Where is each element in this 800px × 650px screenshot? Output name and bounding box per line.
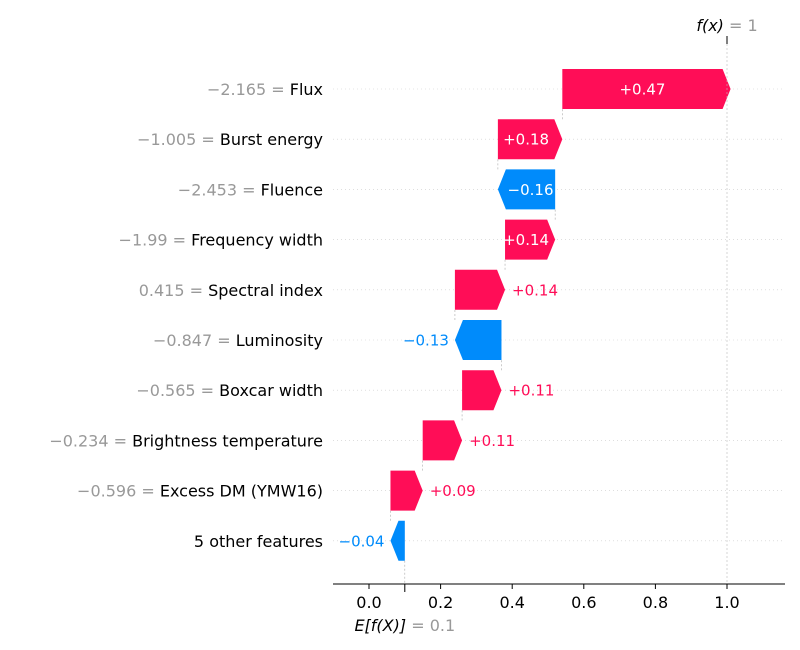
expected-value-label: E[f(X)] = 0.1	[354, 616, 455, 635]
feature-label-burst-energy: −1.005 = Burst energy	[137, 130, 323, 149]
feature-name-boxcar-width: Boxcar width	[219, 381, 323, 400]
feature-name-frequency-width: Frequency width	[191, 231, 323, 250]
bar-label-flux: +0.47	[619, 81, 665, 99]
bars	[390, 69, 731, 561]
feature-label-brightness-temperature: −0.234 = Brightness temperature	[49, 431, 323, 450]
feature-name-luminosity: Luminosity	[236, 331, 323, 350]
bar-frequency-width	[505, 219, 556, 260]
bar-excess-dm-ymw16	[390, 470, 423, 511]
feature-value-luminosity: −0.847 =	[153, 331, 236, 350]
feature-value-spectral-index: 0.415 =	[139, 281, 208, 300]
connector-lines	[390, 109, 563, 521]
bar-fluence	[497, 169, 556, 210]
feature-label-frequency-width: −1.99 = Frequency width	[119, 231, 323, 250]
final-value-symbol: f(x)	[696, 16, 729, 35]
feature-label-flux: −2.165 = Flux	[207, 80, 323, 99]
bar-label-burst-energy: +0.18	[503, 131, 549, 149]
bar-luminosity	[454, 320, 502, 360]
feature-name-flux: Flux	[290, 80, 323, 99]
expected-value-symbol: E[f(X)]	[354, 616, 411, 635]
feature-name-brightness-temperature: Brightness temperature	[132, 431, 323, 450]
bar-label-boxcar-width: +0.11	[508, 382, 554, 400]
feature-label-spectral-index: 0.415 = Spectral index	[139, 281, 323, 300]
x-tick-label-0-0: 0.0	[356, 593, 381, 612]
feature-label-excess-dm-ymw16: −0.596 = Excess DM (YMW16)	[77, 482, 323, 501]
x-axis: 0.0 0.2 0.4 0.6 0.8 1.0	[333, 583, 785, 612]
bar-label-5-other-features: −0.04	[339, 532, 385, 550]
feature-name-spectral-index: Spectral index	[208, 281, 323, 300]
final-value-label: f(x) = 1	[696, 16, 757, 35]
feature-labels: −2.165 = Flux −1.005 = Burst energy −2.453…	[49, 80, 323, 551]
bar-spectral-index	[454, 269, 506, 310]
x-tick-label-0-6: 0.6	[571, 593, 596, 612]
x-tick-label-0-8: 0.8	[643, 593, 668, 612]
feature-value-flux: −2.165 =	[207, 80, 290, 99]
feature-label-boxcar-width: −0.565 = Boxcar width	[136, 381, 323, 400]
feature-name-5-other-features: 5 other features	[194, 532, 323, 551]
bar-label-luminosity: −0.13	[403, 332, 449, 350]
bar-boxcar-width	[462, 370, 502, 411]
annotations: E[f(X)] = 0.1 f(x) = 1	[354, 16, 757, 635]
feature-value-excess-dm-ymw16: −0.596 =	[77, 482, 160, 501]
bar-label-frequency-width: +0.14	[503, 231, 549, 249]
bar-label-spectral-index: +0.14	[512, 281, 558, 299]
feature-name-excess-dm-ymw16: Excess DM (YMW16)	[160, 482, 323, 501]
bar-burst-energy	[497, 119, 563, 160]
feature-value-frequency-width: −1.99 =	[119, 231, 192, 250]
feature-name-fluence: Fluence	[261, 180, 323, 199]
feature-value-brightness-temperature: −0.234 =	[49, 431, 132, 450]
x-tick-label-0-4: 0.4	[499, 593, 524, 612]
x-tick-label-0-2: 0.2	[428, 593, 453, 612]
feature-label-fluence: −2.453 = Fluence	[178, 180, 323, 199]
bar-5-other-features	[390, 520, 405, 561]
x-tick-label-1-0: 1.0	[714, 593, 739, 612]
bar-labels: +0.47 +0.18 −0.16 +0.14 +0.14 −0.13 +0.11 +0.11…	[339, 81, 666, 551]
feature-label-5-other-features: 5 other features	[194, 532, 323, 551]
feature-value-burst-energy: −1.005 =	[137, 130, 220, 149]
final-value-number: = 1	[729, 16, 758, 35]
feature-label-luminosity: −0.847 = Luminosity	[153, 331, 323, 350]
bar-label-excess-dm-ymw16: +0.09	[430, 482, 476, 500]
bar-label-brightness-temperature: +0.11	[469, 432, 515, 450]
feature-name-burst-energy: Burst energy	[220, 130, 323, 149]
expected-value-number: = 0.1	[411, 616, 455, 635]
bar-flux	[562, 69, 731, 109]
bar-brightness-temperature	[422, 420, 463, 461]
feature-value-fluence: −2.453 =	[178, 180, 261, 199]
bar-label-fluence: −0.16	[508, 181, 554, 199]
feature-value-boxcar-width: −0.565 =	[136, 381, 219, 400]
